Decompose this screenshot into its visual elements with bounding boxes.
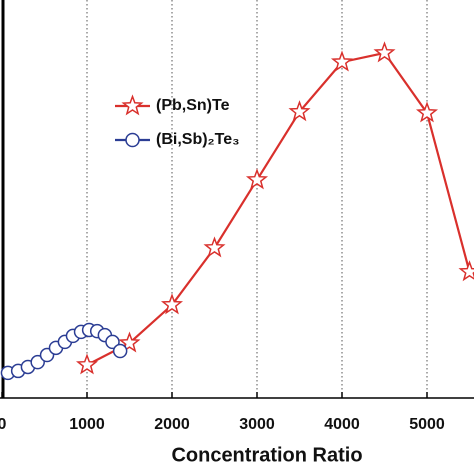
data-point <box>112 343 128 359</box>
x-tick-label: 4000 <box>324 416 360 433</box>
data-point <box>373 41 396 63</box>
data-point <box>203 236 226 258</box>
data-point <box>330 50 354 72</box>
data-point <box>245 168 269 190</box>
data-point <box>415 101 439 123</box>
x-tick-label: 2000 <box>154 416 190 433</box>
x-tick-label: 3000 <box>239 416 275 433</box>
data-point <box>160 293 184 315</box>
data-point <box>105 334 120 350</box>
series-line <box>86 51 471 366</box>
data-point <box>288 100 311 122</box>
legend-label: (Bi,Sb)₂Te₃ <box>156 131 240 148</box>
x-tick-label: 1000 <box>69 416 105 433</box>
legend-label: (Pb,Sn)Te <box>156 97 230 114</box>
data-point <box>118 331 141 353</box>
data-point <box>458 260 474 282</box>
data-point <box>75 353 99 375</box>
legend-marker <box>125 132 140 148</box>
legend-marker <box>121 94 144 116</box>
x-tick-label: 0 <box>0 416 7 433</box>
x-axis-label: Concentration Ratio <box>171 444 362 466</box>
x-tick-label: 5000 <box>409 416 445 433</box>
